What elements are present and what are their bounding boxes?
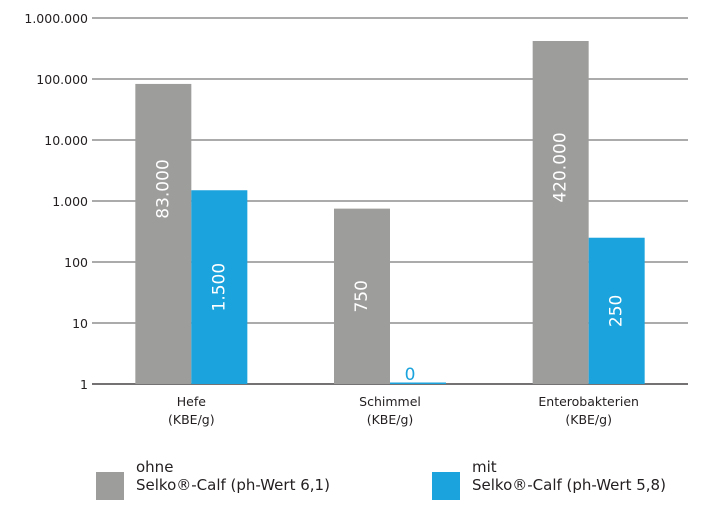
- bars: [135, 40, 645, 385]
- x-tick-label-unit: (KBE/g): [565, 412, 612, 427]
- legend-item-mit: mit Selko®-Calf (ph-Wert 5,8): [432, 458, 666, 500]
- bar-mit: [390, 382, 446, 384]
- y-tick-label: 1.000.000: [24, 11, 88, 26]
- bar-mit: [191, 190, 248, 384]
- x-tick-label: Hefe: [177, 394, 206, 409]
- legend-mit-line1: mit: [472, 458, 497, 476]
- legend-swatch-mit: [432, 472, 460, 500]
- y-tick-label: 10: [72, 316, 88, 331]
- x-tick-label-unit: (KBE/g): [168, 412, 215, 427]
- legend-mit-line2: Selko®-Calf (ph-Wert 5,8): [472, 476, 666, 494]
- legend-label-mit: mit Selko®-Calf (ph-Wert 5,8): [472, 458, 666, 494]
- bar-labels: 83.000 1.500 750 0 420.000 250: [153, 132, 626, 385]
- bar-value-label: 83.000: [153, 159, 173, 218]
- bar-value-label: 250: [607, 295, 627, 327]
- bar-ohne: [135, 83, 192, 385]
- x-tick-label: Enterobakterien: [538, 394, 639, 409]
- bar-ohne: [334, 208, 390, 384]
- legend-label-ohne: ohne Selko®-Calf (ph-Wert 6,1): [136, 458, 330, 494]
- y-tick-label: 100: [64, 255, 88, 270]
- bar-ohne: [532, 40, 589, 385]
- bar-mit: [588, 237, 645, 384]
- bar-value-label: 420.000: [551, 132, 571, 202]
- x-tick-label: Schimmel: [359, 394, 421, 409]
- chart: 1 10 100 1.000 10.000 100.000 1.000.000 83.000…: [24, 11, 688, 427]
- x-tick-label-unit: (KBE/g): [367, 412, 414, 427]
- y-tick-label: 100.000: [36, 72, 88, 87]
- y-tick-label: 1: [80, 377, 88, 392]
- bar-value-label: 750: [352, 280, 372, 312]
- legend-item-ohne: ohne Selko®-Calf (ph-Wert 6,1): [96, 458, 330, 500]
- legend-ohne-line1: ohne: [136, 458, 174, 476]
- bar-value-label: 0: [405, 365, 416, 385]
- bar-value-label: 1.500: [209, 263, 229, 312]
- y-tick-label: 1.000: [52, 194, 88, 209]
- legend-ohne-line2: Selko®-Calf (ph-Wert 6,1): [136, 476, 330, 494]
- y-tick-label: 10.000: [44, 133, 88, 148]
- y-axis-ticks: 1 10 100 1.000 10.000 100.000 1.000.000: [24, 11, 88, 392]
- x-axis-labels: Hefe (KBE/g) Schimmel (KBE/g) Enterobakterie…: [168, 394, 639, 427]
- legend-swatch-ohne: [96, 472, 124, 500]
